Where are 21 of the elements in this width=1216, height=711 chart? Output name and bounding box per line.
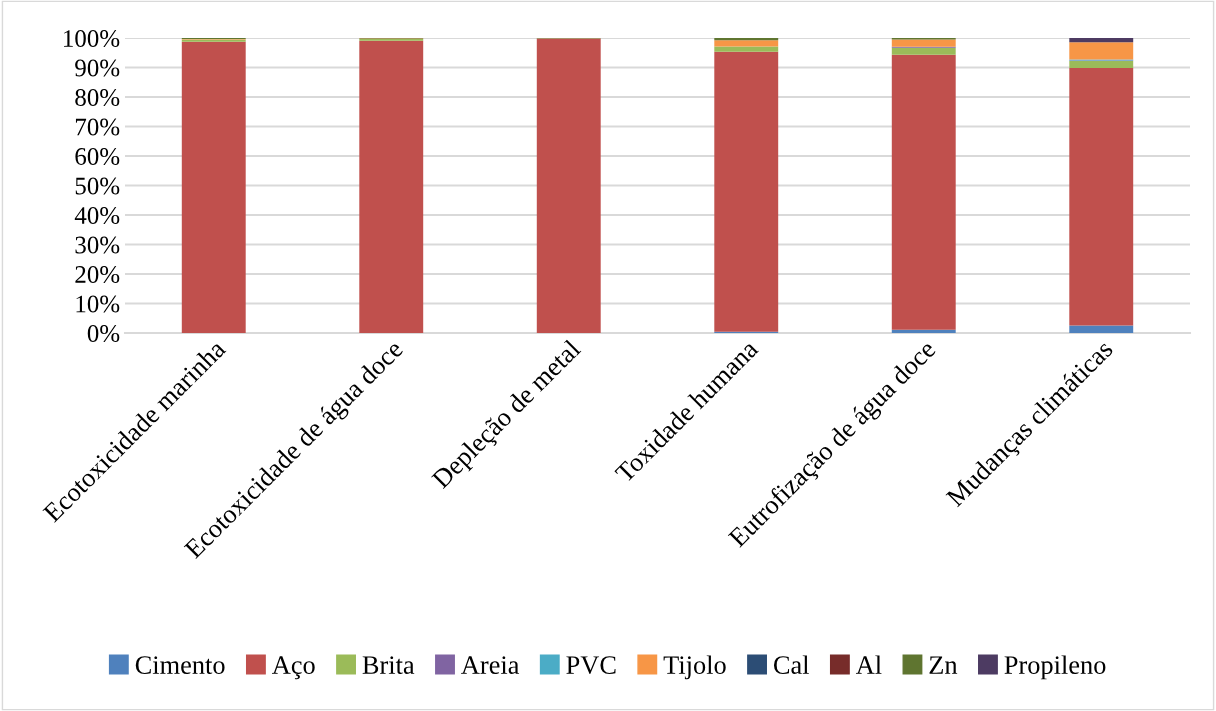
y-tick-label: 40% [74, 207, 120, 224]
legend-label: Brita [362, 656, 415, 674]
y-tick-label: 100% [64, 30, 120, 47]
y-tick-label: 70% [75, 118, 120, 136]
legend-label: Propileno [1004, 655, 1106, 680]
legend-label: Tijolo [663, 655, 726, 680]
legend-label: Cal [773, 655, 810, 674]
y-tick-label: 90% [75, 59, 120, 77]
y-tick-label: 30% [75, 236, 120, 254]
legend-label: Zn [929, 656, 958, 674]
legend-label: Areia [461, 656, 520, 674]
y-tick-label: 20% [75, 266, 120, 283]
y-tick-label: 0% [87, 325, 120, 342]
legend-label: Aço [272, 656, 315, 680]
y-tick-label: 80% [75, 89, 120, 106]
y-tick-label: 10% [76, 295, 120, 313]
legend-label: Al [855, 655, 882, 674]
legend-label: Cimento [135, 656, 225, 674]
y-tick-label: 50% [75, 177, 120, 195]
y-tick-label: 60% [75, 148, 120, 165]
legend-label: PVC [566, 656, 616, 675]
